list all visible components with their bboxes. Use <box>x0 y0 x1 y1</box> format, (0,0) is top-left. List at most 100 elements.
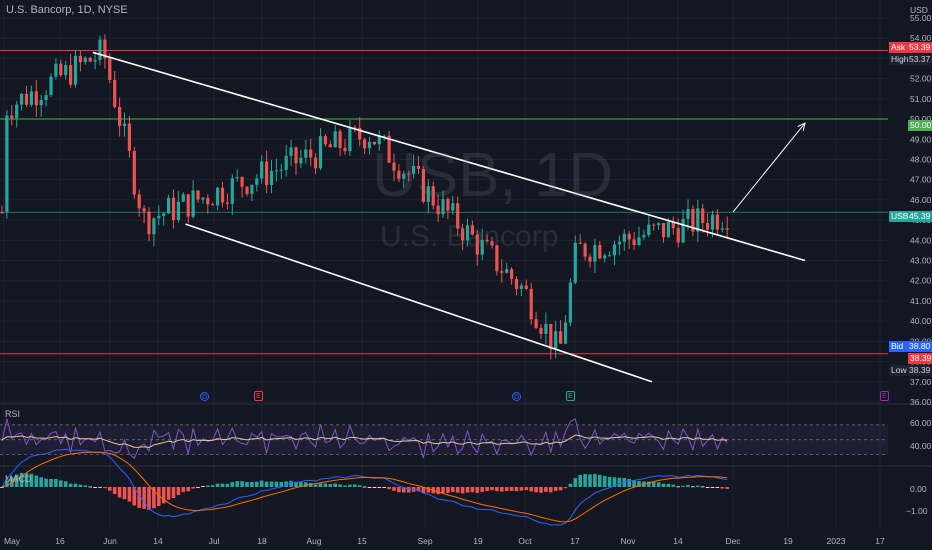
candle-body <box>485 239 489 242</box>
candle-body <box>274 170 278 172</box>
macd-histogram-bar <box>593 473 597 487</box>
macd-histogram-bar <box>196 487 200 488</box>
macd-histogram-bar <box>5 480 9 487</box>
candle-body <box>348 127 352 152</box>
dividend-marker-icon[interactable]: D <box>512 392 521 401</box>
macd-signal-line <box>1 451 728 523</box>
candle-body <box>490 241 494 246</box>
time-tick-label: Aug <box>306 536 321 546</box>
macd-histogram-bar <box>588 474 592 487</box>
macd-histogram-bar <box>406 487 411 493</box>
candle-body <box>617 241 621 245</box>
price-tick-label: 41.00 <box>910 296 932 306</box>
macd-histogram-bar <box>710 487 715 488</box>
macd-histogram-bar <box>519 487 524 491</box>
macd-histogram-bar <box>137 487 141 509</box>
macd-histogram-bar <box>157 487 161 506</box>
earnings-marker-icon[interactable]: E <box>880 391 889 401</box>
macd-histogram-bar <box>362 486 367 488</box>
time-tick-label: Sep <box>417 536 432 546</box>
macd-histogram-bar <box>656 482 661 487</box>
candle-body <box>495 245 499 272</box>
macd-histogram-bar <box>651 481 656 487</box>
time-tick-label: 17 <box>875 536 885 546</box>
candle-body <box>505 269 509 273</box>
dividend-marker-icon[interactable]: D <box>200 392 209 401</box>
channel-trendline <box>92 51 806 262</box>
rsi-tick-40: 40.00 <box>910 441 932 451</box>
macd-histogram-bar <box>637 480 641 487</box>
macd-histogram-bar <box>451 487 455 492</box>
time-tick-label: 14 <box>673 536 683 546</box>
candle-body <box>118 107 122 127</box>
candle-body <box>250 184 254 194</box>
candle-body <box>152 218 156 235</box>
macd-histogram-bar <box>348 484 352 487</box>
macd-tick-0: 0.00 <box>910 484 927 494</box>
macd-histogram-bar <box>612 477 617 487</box>
candle-body <box>652 224 656 226</box>
candle-body <box>333 131 337 148</box>
candle-body <box>612 244 617 256</box>
macd-histogram-bar <box>201 485 205 487</box>
candle-body <box>701 208 705 224</box>
macd-histogram-bar <box>705 487 710 488</box>
candle-body <box>132 150 136 195</box>
macd-histogram-bar <box>215 483 220 487</box>
macd-histogram-bar <box>475 487 480 493</box>
candle-body <box>416 165 421 170</box>
candle-body <box>353 127 357 129</box>
candle-body <box>436 205 440 215</box>
candle-body <box>157 215 161 219</box>
macd-histogram-bar <box>68 483 73 487</box>
candle-body <box>49 76 53 96</box>
macd-histogram-bar <box>485 487 489 491</box>
candle-body <box>162 213 166 216</box>
candle-body <box>554 331 558 350</box>
candle-body <box>583 243 587 257</box>
projection-arrow <box>732 122 806 213</box>
macd-histogram-bar <box>230 482 235 487</box>
candle-body <box>314 157 318 169</box>
candle-body <box>514 279 519 289</box>
earnings-marker-icon[interactable]: E <box>254 391 263 401</box>
macd-histogram-bar <box>318 483 323 487</box>
candle-body <box>20 93 24 105</box>
trendlines <box>92 51 806 383</box>
time-tick-label: 14 <box>153 536 163 546</box>
candle-body <box>534 319 538 328</box>
macd-histogram-bar <box>152 487 156 509</box>
macd-histogram-bar <box>49 478 53 487</box>
earnings-marker-icon[interactable]: E <box>566 391 575 401</box>
candle-body <box>230 178 234 204</box>
macd-histogram-bar <box>617 477 622 487</box>
macd-histogram-bar <box>39 477 43 487</box>
macd-histogram-bar <box>161 487 166 504</box>
candle-body <box>593 245 597 262</box>
macd-histogram-bar <box>59 480 63 487</box>
candle-body <box>69 65 73 85</box>
macd-histogram-bar <box>176 487 181 496</box>
candle-body <box>500 271 504 273</box>
price-tick-label: 40.00 <box>910 316 932 326</box>
currency-label: USD <box>910 5 928 15</box>
candle-body <box>171 197 176 220</box>
candle-body <box>64 65 68 76</box>
candle-body <box>93 59 97 62</box>
candle-body <box>524 285 528 289</box>
candle-body <box>691 209 695 232</box>
macd-histogram-bar <box>460 487 465 494</box>
macd-label: MACD <box>5 474 32 484</box>
candle-body <box>59 63 63 76</box>
time-tick-label: Jun <box>103 536 117 546</box>
macd-histogram-bar <box>304 482 308 487</box>
rsi-tick-60: 60.00 <box>910 418 932 428</box>
candle-body <box>127 123 131 151</box>
macd-histogram-bar <box>539 487 543 493</box>
candle-body <box>544 324 548 334</box>
candle-body <box>510 269 514 280</box>
macd-histogram-bar <box>142 487 146 509</box>
candle-body <box>24 93 29 105</box>
macd-histogram-bar <box>206 485 210 487</box>
